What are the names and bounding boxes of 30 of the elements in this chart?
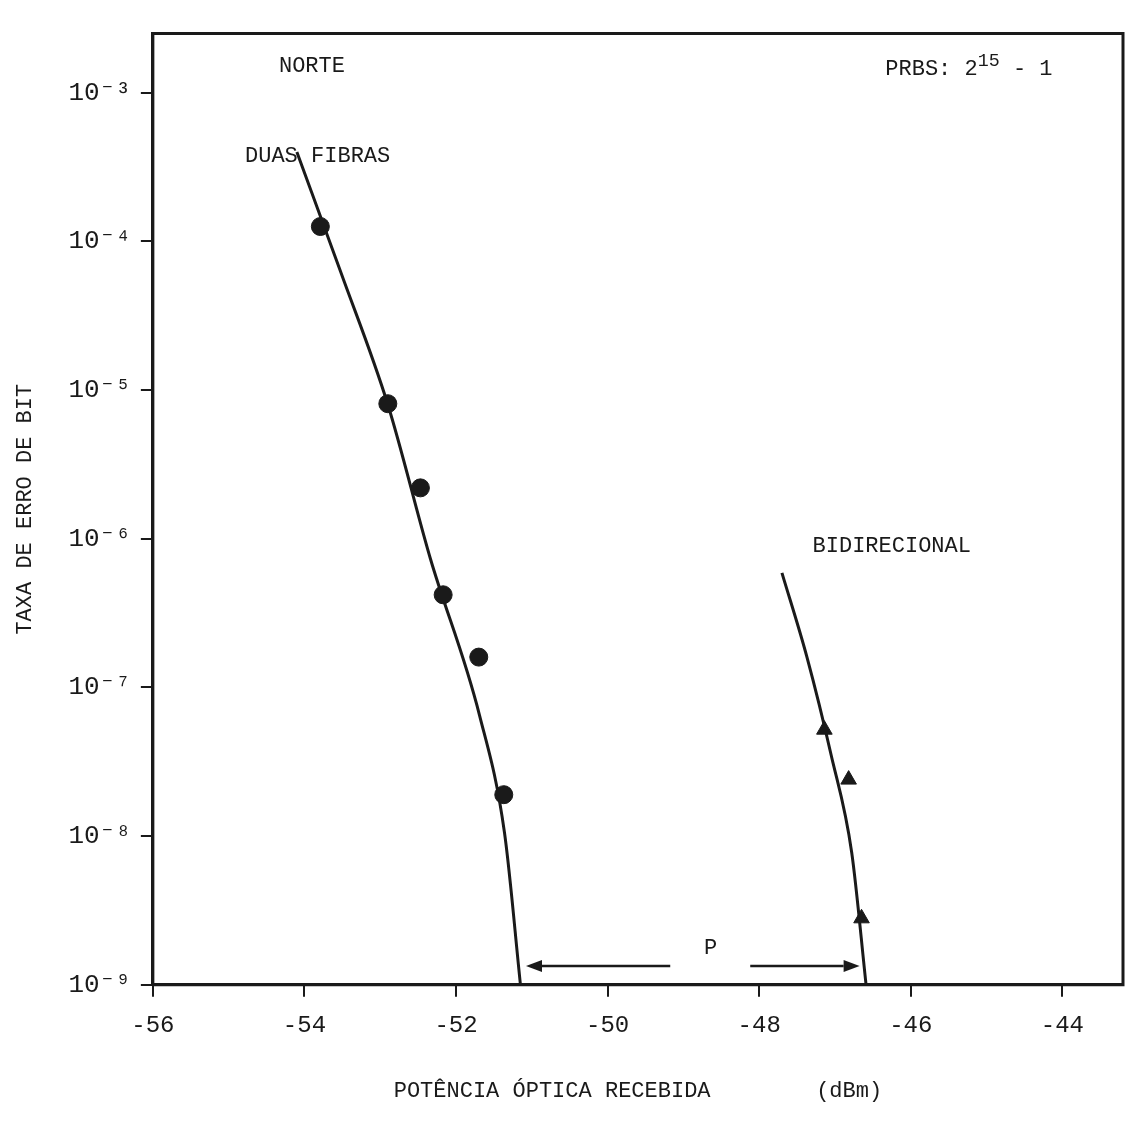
annotation: P bbox=[704, 935, 718, 961]
y-tick-label: 10⁻⁹ bbox=[68, 969, 131, 1000]
x-tick-label: -46 bbox=[889, 1011, 933, 1039]
point bbox=[433, 585, 453, 605]
annotation: PRBS: 2$^{15}$ - 1 bbox=[885, 51, 1053, 82]
point bbox=[840, 770, 857, 785]
y-tick-label: 10⁻⁴ bbox=[68, 226, 131, 257]
y-tick-label: 10⁻⁵ bbox=[68, 375, 131, 405]
x-tick-label: -54 bbox=[282, 1011, 327, 1039]
annotation: NORTE bbox=[278, 53, 345, 79]
x-tick-label: -52 bbox=[434, 1011, 478, 1039]
x-axis-title: POTÊNCIA ÓPTICA RECEBIDA (dBm) bbox=[393, 1077, 883, 1104]
x-tick-label: -50 bbox=[586, 1011, 630, 1039]
annotation: BIDIRECIONAL bbox=[812, 534, 971, 560]
point bbox=[378, 394, 398, 414]
y-tick-label: 10⁻⁸ bbox=[68, 821, 131, 852]
point bbox=[469, 647, 489, 667]
annotation: DUAS FIBRAS bbox=[245, 144, 391, 170]
y-axis-title: TAXA DE ERRO DE BIT bbox=[13, 383, 39, 635]
x-tick-label: -56 bbox=[131, 1011, 175, 1039]
y-tick-label: 10⁻³ bbox=[68, 77, 131, 108]
point bbox=[816, 720, 833, 735]
y-tick-label: 10⁻⁷ bbox=[68, 672, 131, 703]
point bbox=[310, 217, 330, 237]
x-tick-label: -44 bbox=[1040, 1011, 1084, 1039]
point bbox=[853, 908, 870, 924]
point bbox=[494, 785, 514, 805]
point bbox=[410, 478, 430, 498]
x-tick-label: -48 bbox=[737, 1011, 781, 1039]
y-tick-label: 10⁻⁶ bbox=[68, 523, 131, 554]
